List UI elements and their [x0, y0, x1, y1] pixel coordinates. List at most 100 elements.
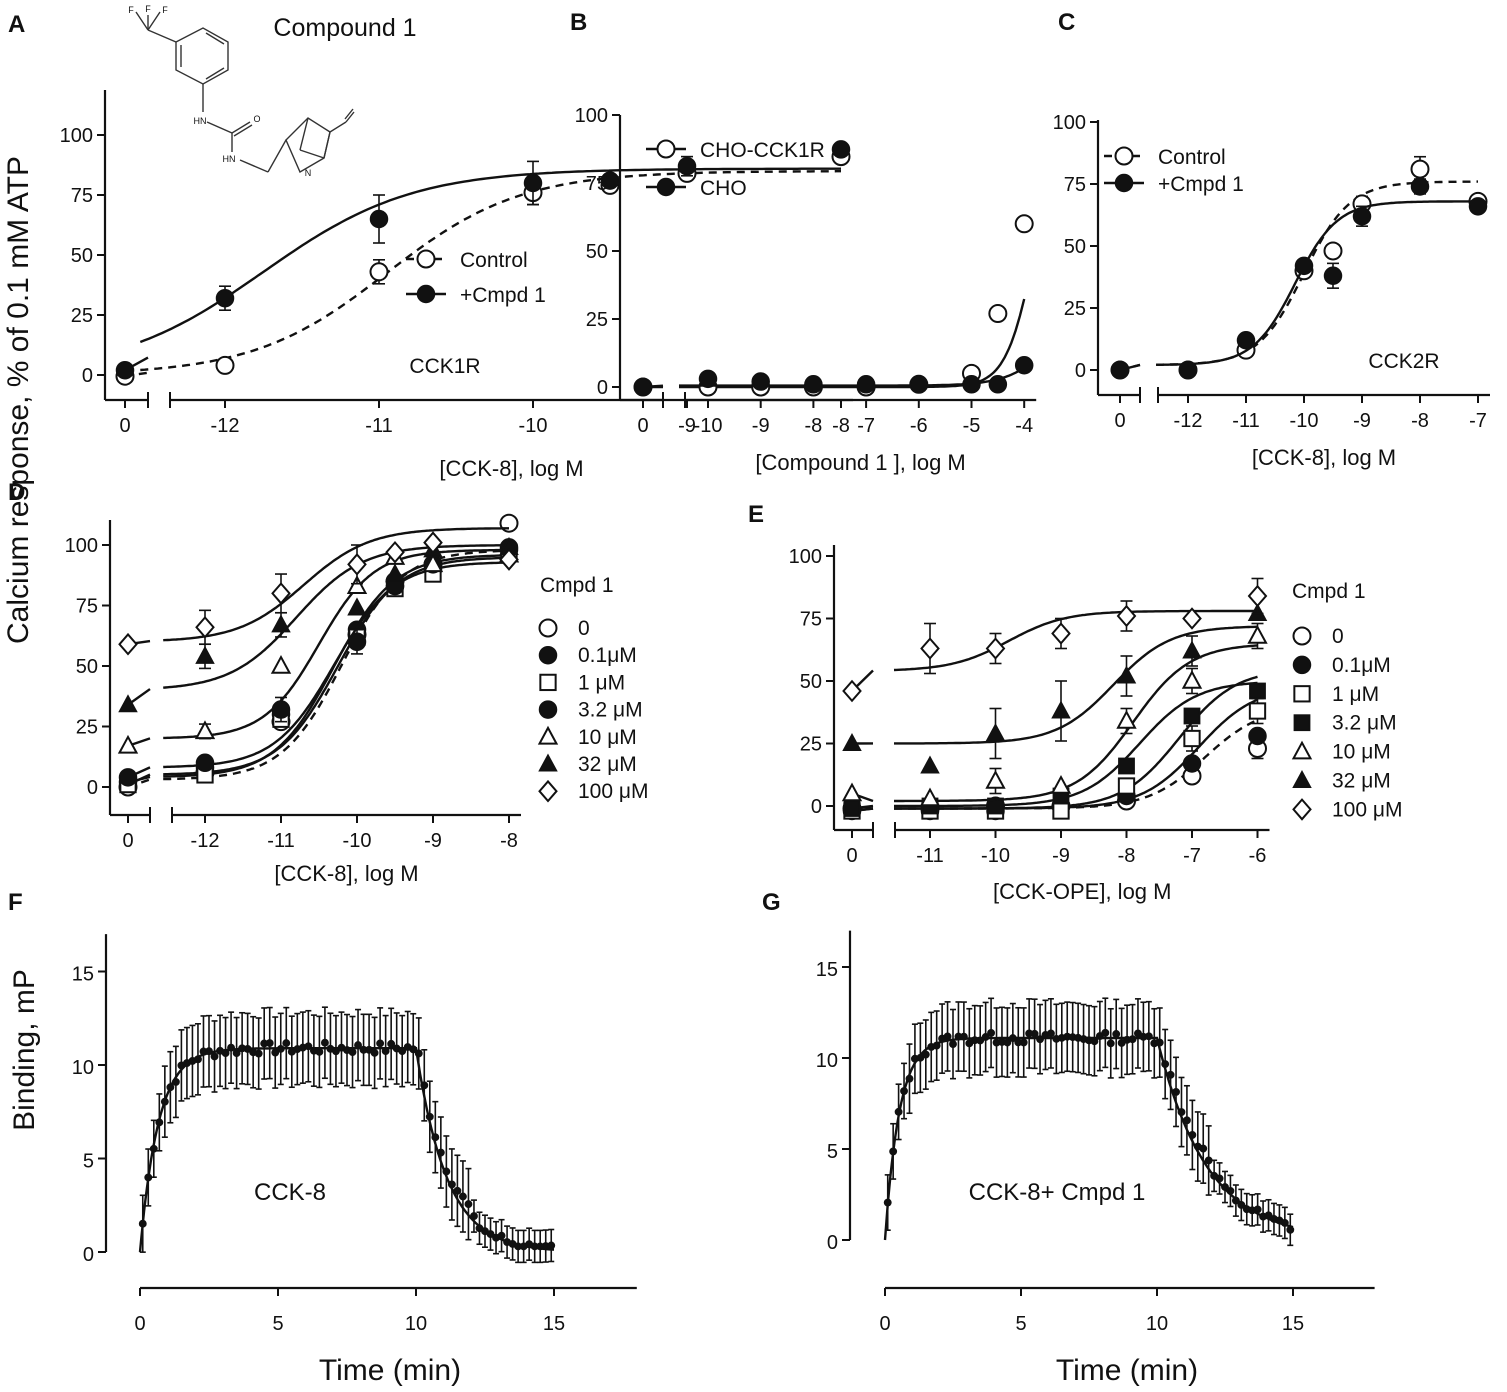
data-point	[1128, 1035, 1137, 1044]
data-point	[1215, 1174, 1224, 1183]
data-point-zero	[841, 782, 863, 802]
x-tick-label: 15	[1282, 1313, 1304, 1335]
data-point	[376, 1039, 385, 1048]
y-tick-label: 25	[586, 309, 608, 331]
x-axis-title: [CCK-8], log M	[274, 861, 418, 886]
data-point	[920, 637, 940, 660]
data-point	[1221, 1183, 1229, 1191]
data-point	[1090, 1037, 1099, 1046]
x-tick-label: 15	[543, 1313, 565, 1335]
fit-curve	[1156, 180, 1478, 366]
data-point	[1182, 754, 1202, 773]
legend-marker	[1114, 173, 1134, 193]
legend-label: +Cmpd 1	[460, 284, 546, 307]
legend: Cmpd 1 0 0.1μM 1 μM 3.2 μM 10 μM 32 μM 100 μM	[537, 574, 648, 803]
x-tick-label: -12	[1174, 410, 1203, 432]
data-point	[1247, 624, 1268, 644]
panel-letter: A	[8, 11, 25, 38]
x-tick-label: -10	[1290, 410, 1319, 432]
data-point	[1182, 607, 1202, 630]
series-0-1-m	[118, 540, 519, 792]
data-point	[976, 1036, 985, 1045]
y-tick-label: 100	[60, 125, 93, 147]
data-point	[1294, 256, 1314, 276]
data-point	[149, 1144, 158, 1153]
data-point	[414, 1049, 423, 1058]
data-point	[144, 1173, 153, 1182]
fit-curve	[894, 644, 1258, 803]
data-point	[1051, 700, 1071, 719]
data-point	[523, 173, 543, 193]
data-point	[387, 1039, 396, 1048]
data-point	[425, 1112, 434, 1121]
data-point	[1199, 1144, 1208, 1153]
data-point	[215, 288, 235, 308]
data-point	[499, 548, 519, 571]
y-tick-label: 25	[1064, 298, 1086, 320]
legend-title: Cmpd 1	[540, 574, 614, 597]
y-tick-label: 5	[83, 1151, 94, 1173]
data-point	[265, 1039, 274, 1048]
legend-label: 10 μM	[578, 726, 637, 749]
fit-curve	[1156, 200, 1478, 366]
fit-curve	[140, 170, 841, 372]
series-cmpd-1	[115, 140, 851, 380]
data-point	[698, 369, 718, 389]
data-point	[1051, 622, 1071, 645]
data-point	[985, 769, 1006, 789]
y-tick-label: 25	[71, 305, 93, 327]
legend-marker	[1292, 798, 1312, 821]
data-point	[348, 1048, 357, 1057]
data-point-zero	[115, 360, 135, 380]
x-tick-label: -11	[365, 415, 392, 437]
data-point	[1248, 726, 1267, 746]
series-32-m	[118, 536, 519, 713]
data-point	[987, 1028, 996, 1037]
data-point-zero	[118, 694, 138, 713]
data-point	[385, 563, 405, 582]
legend-label: 100 μM	[1332, 798, 1402, 821]
fit-curve	[894, 698, 1258, 810]
compound-1-caption: Compound 1	[273, 14, 416, 42]
data-point	[1183, 729, 1201, 748]
data-point	[497, 1231, 506, 1240]
data-point	[369, 262, 389, 282]
data-point	[751, 372, 770, 391]
data-point	[1468, 197, 1488, 216]
x-tick-label: -10	[343, 830, 372, 852]
data-point	[1323, 241, 1343, 261]
x-tick-label: 0	[119, 415, 130, 437]
y-tick-label: 0	[1075, 360, 1086, 382]
x-tick-label: 0	[846, 845, 857, 867]
data-point	[1204, 1156, 1213, 1165]
x-tick-label: -11	[267, 830, 294, 852]
y-tick-label: 0	[597, 377, 608, 399]
data-point	[962, 375, 981, 394]
series-100-m	[842, 577, 1268, 703]
legend-label: Control	[1158, 146, 1226, 169]
x-tick-label: -9	[678, 415, 696, 437]
data-point	[138, 1219, 147, 1228]
series-10-m	[841, 622, 1268, 807]
y-tick-label: 75	[1064, 174, 1086, 196]
data-point	[453, 1186, 462, 1195]
data-point	[422, 553, 444, 573]
data-point	[1188, 1130, 1197, 1139]
y-tick-label: 0	[811, 796, 822, 818]
data-point	[232, 1049, 241, 1058]
x-axis-title: [CCK-8], log M	[1252, 445, 1396, 470]
legend-label: 1 μM	[1332, 683, 1379, 706]
legend-marker	[537, 725, 559, 745]
legend-marker	[656, 139, 676, 159]
data-point	[282, 1039, 291, 1048]
legend-label: CHO-CCK1R	[700, 139, 825, 162]
legend-marker	[1291, 740, 1313, 760]
x-tick-label: -9	[1353, 410, 1371, 432]
data-point-zero	[117, 734, 139, 754]
data-point	[370, 1048, 379, 1057]
legend-title: Cmpd 1	[1292, 580, 1366, 603]
x-tick-label: -9	[1052, 845, 1070, 867]
data-point	[1177, 1108, 1186, 1117]
data-point	[276, 1044, 285, 1053]
legend-marker	[538, 645, 558, 665]
